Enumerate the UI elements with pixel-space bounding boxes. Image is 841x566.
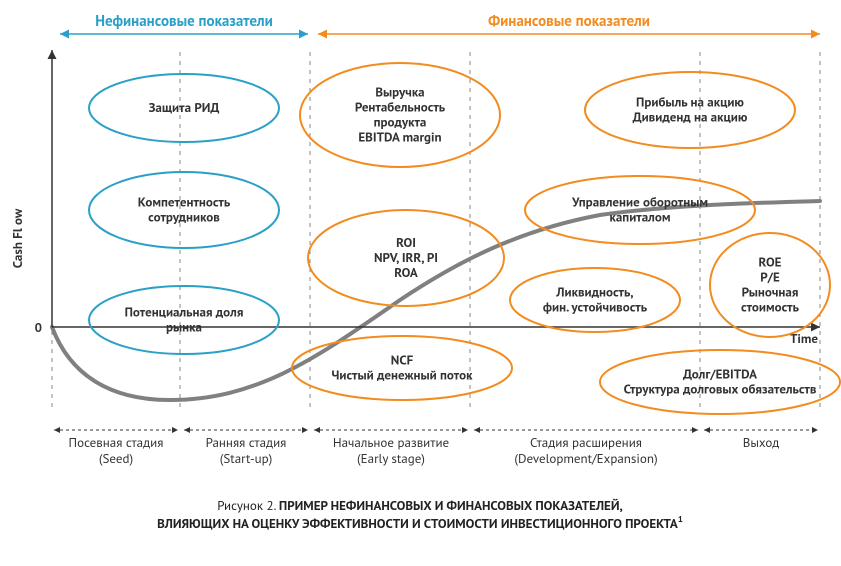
stage-label-2: (Development/Expansion) [514,450,657,467]
ellipse-text: капиталом [609,209,670,226]
stage-label-1: Стадия расширения [530,434,642,451]
ellipse-text: рынка [166,319,202,336]
stage-label-1: Выход [743,434,780,451]
header-label-fin: Финансовые показатели [488,12,650,31]
ellipse-text: сотрудников [148,209,220,226]
y-axis-label: Cash Fl ow [9,208,26,268]
ellipse-text: ROA [394,264,418,281]
stage-label-1: Начальное развитие [333,434,449,451]
caption-line-1: Рисунок 2. ПРИМЕР НЕФИНАНСОВЫХ И ФИНАНСО… [217,497,623,514]
ellipse-text: Дивиденд на акцию [633,109,748,126]
stage-label-1: Посевная стадия [69,434,164,451]
ellipse-text: стоимость [741,299,800,316]
ellipse-text: Чистый денежный поток [332,367,474,384]
stage-label-1: Ранняя стадия [206,434,287,451]
stage-label-2: (Early stage) [357,450,425,467]
stage-label-2: (Start-up) [220,450,272,467]
zero-label: 0 [35,319,42,336]
ellipse-text: фин. устойчивость [543,299,648,316]
ellipse-text: Защита РИД [149,99,220,116]
ellipse-text: EBITDA margin [358,129,441,146]
header-label-nonfin: Нефинансовые показатели [95,12,273,31]
ellipse-text: Структура долговых обязательств [624,381,817,398]
stage-label-2: (Seed) [99,450,133,467]
caption-line-2: ВЛИЯЮЩИХ НА ОЦЕНКУ ЭФФЕКТИВНОСТИ И СТОИМ… [157,513,683,532]
